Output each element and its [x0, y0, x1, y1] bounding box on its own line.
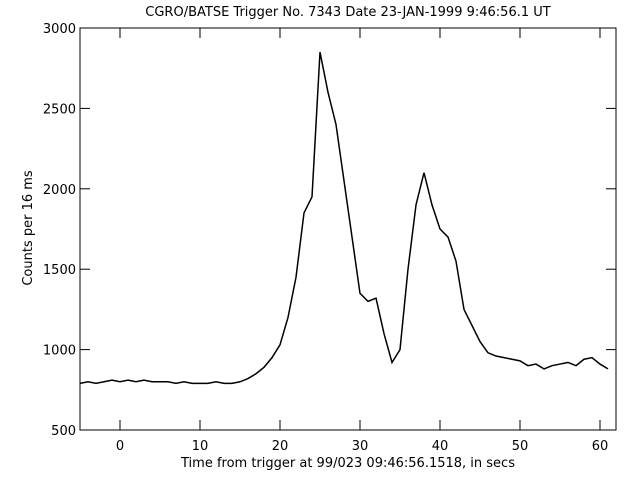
plot-frame — [79, 27, 617, 431]
x-tick-label: 40 — [432, 439, 449, 454]
x-axis-label: Time from trigger at 99/023 09:46:56.151… — [180, 456, 515, 471]
chart-title: CGRO/BATSE Trigger No. 7343 Date 23-JAN-… — [145, 5, 550, 20]
y-tick-label: 2000 — [43, 183, 76, 198]
x-tick-label: 60 — [592, 439, 609, 454]
light-curve — [79, 51, 609, 385]
y-tick-label: 1000 — [43, 344, 76, 359]
y-tick-label: 2500 — [43, 102, 76, 117]
x-tick-label: 10 — [192, 439, 209, 454]
x-tick-label: 20 — [272, 439, 289, 454]
y-tick-label: 1500 — [43, 263, 76, 278]
y-tick-label: 3000 — [43, 22, 76, 37]
x-tick-label: 50 — [512, 439, 529, 454]
y-tick-label: 500 — [51, 424, 76, 439]
x-tick-label: 30 — [352, 439, 369, 454]
y-axis-label: Counts per 16 ms — [21, 170, 36, 286]
x-tick-label: 0 — [116, 439, 124, 454]
